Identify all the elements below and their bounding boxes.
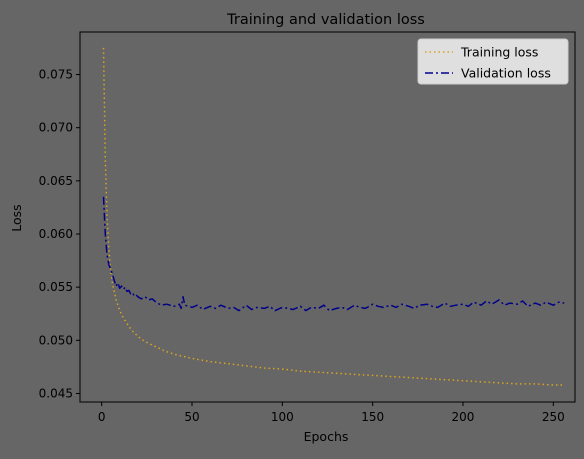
y-tick-label: 0.075 xyxy=(39,68,73,82)
x-axis-label: Epochs xyxy=(304,429,349,444)
x-tick-label: 0 xyxy=(98,410,106,424)
axes-frame xyxy=(79,31,576,403)
x-tick-label: 100 xyxy=(271,410,294,424)
y-tick-label: 0.070 xyxy=(39,121,73,135)
chart-title: Training and validation loss xyxy=(226,12,425,28)
axes-layer: 0 50 100 150 200 250 0.045 0.050 0.055 0.060 0.065… xyxy=(39,31,576,424)
series-line-validation-loss xyxy=(102,196,565,312)
x-tick-label: 200 xyxy=(452,410,475,424)
legend-label: Validation loss xyxy=(461,66,551,81)
y-tick-label: 0.060 xyxy=(39,227,73,241)
y-tick-label: 0.050 xyxy=(39,333,73,347)
y-tick-label: 0.045 xyxy=(39,386,73,400)
x-tick-label: 250 xyxy=(542,410,565,424)
x-tick-label: 50 xyxy=(184,410,199,424)
y-tick-label: 0.055 xyxy=(39,280,73,294)
legend-label: Training loss xyxy=(460,45,538,60)
plot-background xyxy=(80,32,575,402)
y-axis-label: Loss xyxy=(9,204,24,231)
legend: Training loss Validation loss xyxy=(417,38,569,85)
x-tick-label: 150 xyxy=(361,410,384,424)
series-layer xyxy=(102,47,565,386)
y-tick-label: 0.065 xyxy=(39,174,73,188)
plot-area xyxy=(80,32,575,402)
legend-box xyxy=(417,38,569,85)
